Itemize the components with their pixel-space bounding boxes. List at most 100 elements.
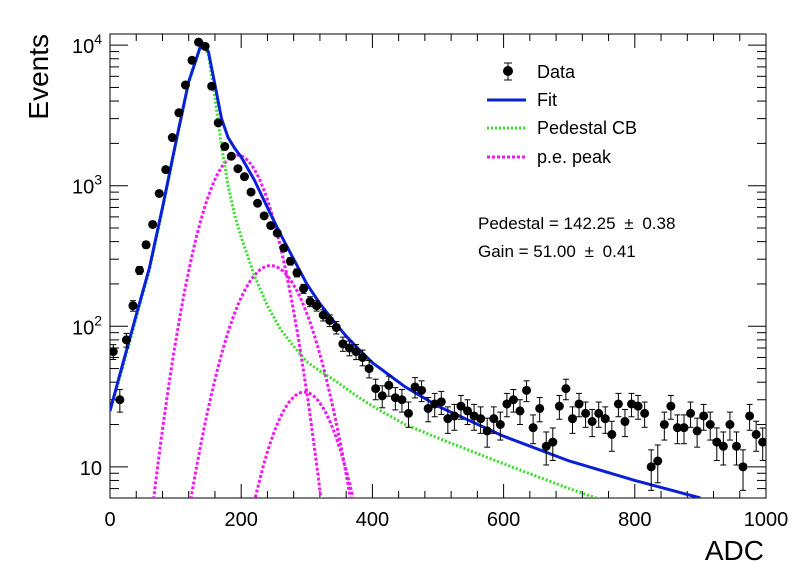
x-tick-label: 600: [487, 509, 520, 531]
x-tick-label: 1000: [744, 509, 789, 531]
legend: Data Fit Pedestal CB p.e. peak: [487, 62, 637, 167]
data-marker: [692, 426, 702, 436]
data-point: [699, 403, 709, 431]
data-point: [305, 296, 315, 308]
data-marker: [220, 142, 230, 152]
annotation-pedestal-pm: ±: [624, 214, 633, 233]
data-marker: [318, 310, 328, 320]
data-marker: [213, 118, 223, 128]
data-marker: [758, 437, 766, 447]
data-marker: [554, 401, 564, 411]
data-marker: [279, 243, 289, 253]
data-point: [495, 411, 505, 441]
data-point: [718, 431, 728, 466]
data-point: [561, 378, 571, 401]
data-marker: [358, 352, 368, 362]
data-marker: [672, 423, 682, 433]
data-point: [502, 392, 512, 418]
data-point: [705, 411, 715, 441]
data-point: [653, 444, 663, 484]
data-marker: [344, 343, 354, 353]
data-marker: [659, 420, 669, 430]
data-marker: [686, 408, 696, 418]
data-point: [239, 172, 249, 182]
data-point: [646, 449, 656, 491]
data-marker: [180, 80, 190, 90]
y-tick-label: 103: [72, 172, 102, 199]
pe-peak-curve-2: [189, 264, 352, 498]
data-point: [554, 394, 564, 420]
data-point: [312, 300, 322, 312]
data-marker: [338, 339, 348, 349]
legend-label-pe: p.e. peak: [537, 147, 612, 167]
data-point: [318, 309, 328, 322]
data-marker: [633, 401, 643, 411]
data-point: [489, 406, 499, 434]
data-marker: [174, 108, 184, 118]
data-marker: [423, 403, 433, 413]
data-marker: [259, 211, 269, 221]
data-point: [167, 133, 177, 143]
data-marker: [371, 384, 381, 394]
data-point: [180, 80, 190, 90]
data-point: [364, 359, 374, 379]
data-marker: [745, 411, 755, 421]
data-marker: [495, 420, 505, 430]
data-marker: [463, 406, 473, 416]
data-marker: [653, 456, 663, 466]
data-point: [220, 142, 230, 152]
data-point: [187, 55, 197, 65]
data-point: [620, 408, 630, 438]
data-marker: [476, 414, 486, 424]
data-marker: [299, 284, 309, 294]
x-tick-label: 400: [356, 509, 389, 531]
legend-label-pedestal: Pedestal CB: [537, 118, 637, 138]
data-marker: [397, 395, 407, 405]
x-axis-label: ADC: [705, 535, 764, 566]
data-point: [200, 41, 210, 51]
data-marker: [482, 426, 492, 436]
data-marker: [502, 399, 512, 409]
data-marker: [135, 265, 145, 275]
data-marker: [115, 395, 125, 405]
annotation-pedestal-value: Pedestal = 142.25: [478, 214, 616, 233]
data-point: [731, 431, 741, 466]
data-point: [587, 408, 597, 438]
data-point: [128, 300, 138, 312]
data-marker: [403, 408, 413, 418]
data-point: [331, 321, 341, 335]
data-point: [299, 283, 309, 294]
data-marker: [312, 301, 322, 311]
data-point: [712, 427, 722, 461]
data-point: [121, 332, 131, 348]
data-marker: [607, 429, 617, 439]
y-tick-label: 10: [80, 458, 102, 480]
data-marker: [731, 441, 741, 451]
data-point: [292, 268, 302, 278]
annotation-gain: Gain = 51.00 ± 0.41: [478, 242, 636, 261]
data-point: [758, 427, 766, 461]
data-point: [456, 394, 466, 420]
data-point: [344, 340, 354, 357]
data-marker: [574, 399, 584, 409]
data-marker: [705, 420, 715, 430]
x-tick-label: 800: [618, 509, 651, 531]
data-marker: [508, 395, 518, 405]
annotation-gain-error: 0.41: [603, 242, 636, 261]
data-point: [417, 380, 427, 403]
data-point: [148, 219, 158, 229]
data-point: [279, 243, 289, 253]
data-marker: [594, 408, 604, 418]
legend-label-data: Data: [537, 62, 576, 82]
data-point: [672, 414, 682, 445]
pe-peak-curve-1: [152, 153, 323, 498]
x-tick-label: 200: [225, 509, 258, 531]
data-point: [508, 388, 518, 413]
data-marker: [581, 408, 591, 418]
data-point: [207, 81, 217, 91]
data-point: [574, 392, 584, 418]
data-marker: [161, 165, 171, 175]
data-point: [541, 431, 551, 466]
data-point: [522, 380, 532, 403]
data-marker: [436, 397, 446, 407]
